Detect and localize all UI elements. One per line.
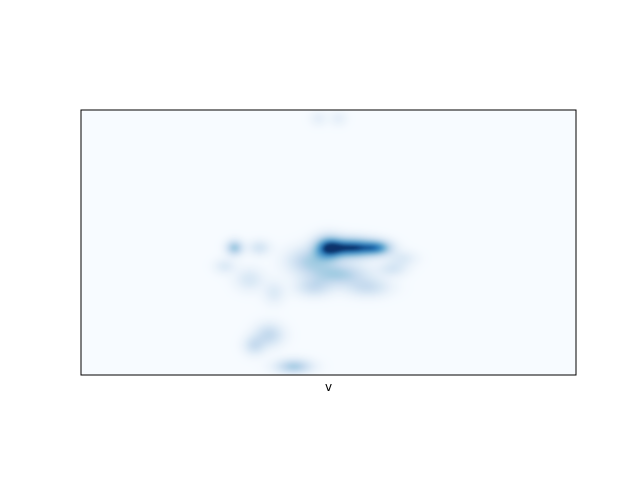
density-heatmap (81, 110, 576, 375)
plot-frame (80, 109, 577, 376)
x-axis-label: v (325, 380, 332, 394)
